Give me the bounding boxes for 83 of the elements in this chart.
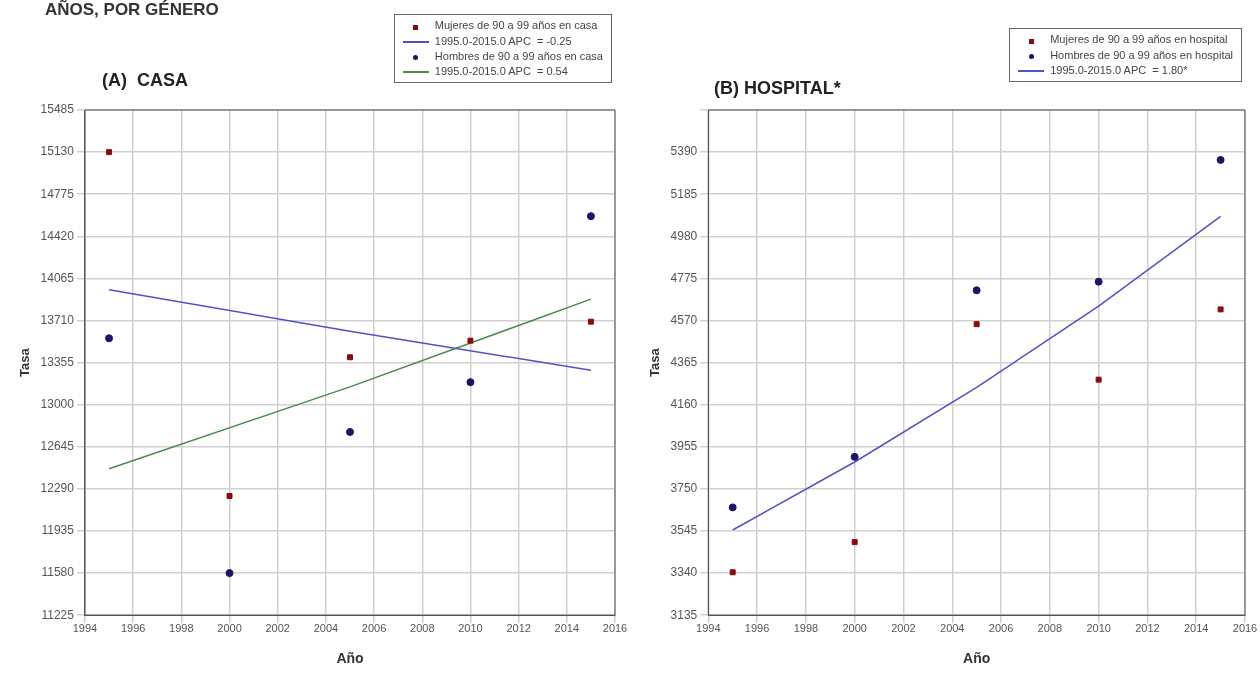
x-tick-label: 2002	[891, 621, 916, 634]
legend-label: Mujeres de 90 a 99 años en hospital	[1050, 33, 1228, 45]
point	[1217, 306, 1224, 313]
point	[1095, 376, 1102, 383]
y-tick-label: 14775	[40, 186, 75, 201]
point	[1094, 277, 1103, 286]
y-tick-label: 11935	[41, 523, 75, 538]
y-tick-label: 13355	[40, 354, 75, 369]
y-tick-label: 12290	[40, 481, 75, 496]
y-axis-title: Tasa	[647, 347, 663, 377]
point	[972, 286, 981, 295]
x-tick-label: 2010	[1086, 621, 1111, 634]
point	[850, 452, 859, 461]
point	[1216, 155, 1225, 164]
x-axis-title: Año	[336, 650, 364, 667]
x-axis-title: Año	[963, 650, 991, 667]
chart-subtitle: (B) HOSPITAL*	[714, 78, 841, 99]
x-tick-label: 1996	[744, 621, 770, 634]
legend-label: Hombres de 90 a 99 años en casa	[434, 49, 603, 62]
y-tick-label: 14065	[40, 270, 75, 285]
x-tick-label: 2004	[940, 621, 965, 634]
point	[729, 569, 736, 576]
point	[105, 334, 114, 343]
x-tick-label: 2012	[506, 621, 531, 634]
y-tick-label: 14420	[40, 228, 75, 243]
x-tick-label: 2006	[361, 621, 387, 634]
x-tick-label: 2012	[1135, 621, 1160, 634]
x-tick-label: 2006	[988, 621, 1014, 634]
x-tick-label: 2004	[313, 621, 339, 634]
y-tick-label: 12645	[40, 439, 75, 454]
point	[466, 378, 475, 387]
y-tick-label: 3135	[670, 607, 698, 622]
legend-label: 1995.0-2015.0 APC = 1.80*	[1050, 64, 1188, 77]
x-tick-label: 1994	[72, 621, 98, 634]
point	[106, 149, 113, 156]
x-tick-label: 2008	[410, 621, 435, 634]
x-tick-label: 2000	[217, 621, 242, 634]
x-tick-label: 2010	[458, 621, 483, 634]
y-tick-label: 4980	[670, 228, 698, 243]
point	[586, 212, 595, 221]
x-tick-label: 2000	[842, 621, 867, 634]
x-tick-label: 2002	[265, 621, 290, 634]
y-tick-label: 3340	[670, 565, 698, 580]
y-tick-label: 11580	[41, 565, 75, 580]
point	[345, 427, 354, 436]
x-tick-label: 2016	[1232, 621, 1258, 634]
y-tick-label: 4365	[670, 354, 698, 369]
point	[728, 503, 737, 512]
y-tick-label: 5390	[670, 144, 698, 159]
x-tick-label: 2008	[1037, 621, 1063, 634]
chart-subtitle: (A) CASA	[102, 70, 188, 91]
y-tick-label: 15130	[40, 144, 75, 159]
y-tick-label: 3545	[670, 523, 698, 538]
x-tick-label: 1994	[696, 621, 721, 634]
x-tick-label: 2016	[602, 621, 628, 634]
chart-title: AÑOS, POR GÉNERO	[45, 0, 219, 20]
y-tick-label: 3955	[670, 439, 698, 454]
point	[973, 321, 980, 328]
y-tick-label: 13710	[40, 312, 75, 327]
point	[467, 337, 474, 344]
legend-label: 1995.0-2015.0 APC = -0.25	[434, 34, 572, 47]
x-tick-label: 2014	[1183, 621, 1209, 634]
point	[587, 318, 594, 325]
point	[225, 569, 234, 578]
y-tick-label: 13000	[40, 397, 75, 412]
y-tick-label: 3750	[670, 481, 698, 496]
y-axis-title: Tasa	[17, 347, 33, 377]
point	[851, 539, 858, 546]
y-tick-label: 5185	[670, 186, 698, 201]
x-tick-label: 2014	[554, 621, 580, 634]
x-tick-label: 1998	[169, 621, 194, 634]
legend-label: Mujeres de 90 a 99 años en casa	[434, 19, 598, 31]
x-tick-label: 1998	[793, 621, 819, 634]
point	[226, 493, 233, 499]
legend-label: 1995.0-2015.0 APC = 0.54	[434, 65, 568, 78]
point	[347, 354, 353, 361]
y-tick-label: 4570	[670, 312, 698, 327]
y-tick-label: 4160	[670, 397, 698, 412]
y-tick-label: 11225	[41, 607, 75, 622]
y-tick-label: 15485	[40, 102, 75, 117]
legend-label: Hombres de 90 a 99 años en hospital	[1050, 48, 1233, 61]
x-tick-label: 1996	[120, 621, 146, 634]
y-tick-label: 4775	[670, 270, 698, 285]
